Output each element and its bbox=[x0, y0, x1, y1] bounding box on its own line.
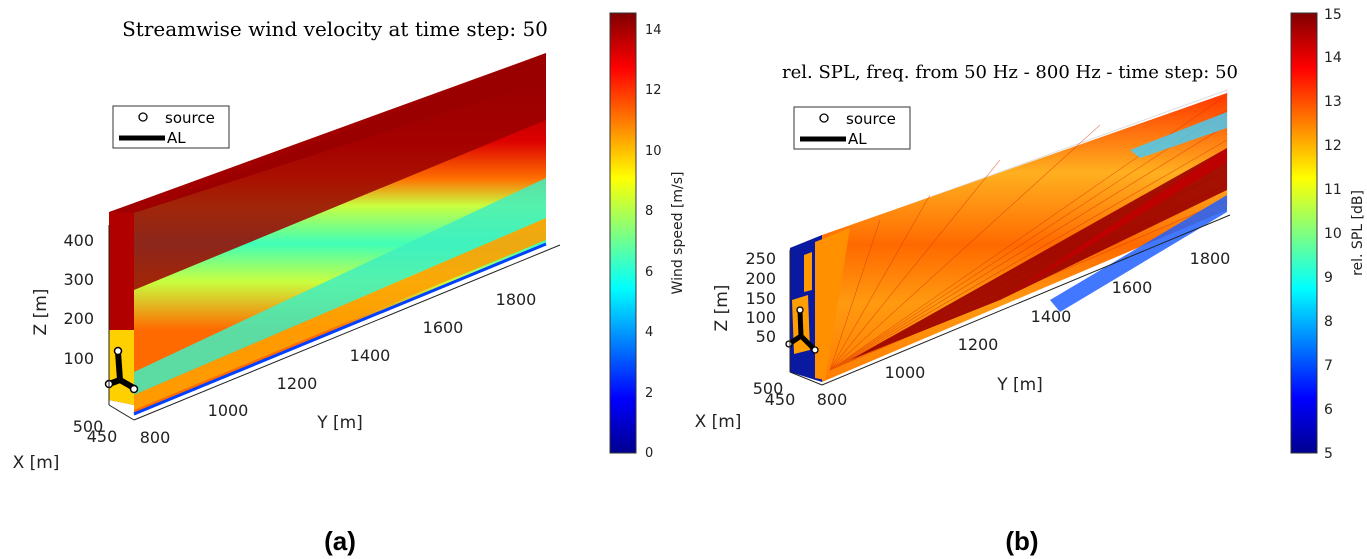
legend-source-label: source bbox=[846, 110, 896, 128]
colorbar-ticks-a: 0 2 4 6 8 10 12 14 bbox=[645, 23, 662, 461]
spl-inflow-stripe1 bbox=[804, 252, 812, 292]
y-tick-a: 1600 bbox=[423, 318, 464, 337]
cbar-tick-b: 13 bbox=[1324, 94, 1342, 110]
cbar-tick-b: 9 bbox=[1324, 270, 1333, 286]
wind-ground-line bbox=[133, 242, 547, 416]
y-tick-a: 800 bbox=[140, 428, 171, 447]
x-ticks-b: 450 500 bbox=[753, 379, 796, 409]
rotor-b bbox=[785, 306, 819, 354]
title-a: Streamwise wind velocity at time step: 5… bbox=[122, 17, 548, 41]
y-tick-b: 1400 bbox=[1031, 307, 1072, 326]
x-axis-a bbox=[108, 404, 135, 421]
cbar-tick-a: 0 bbox=[645, 446, 653, 461]
cbar-tick-a: 10 bbox=[645, 144, 662, 159]
caption-a: (a) bbox=[324, 526, 356, 556]
title-b: rel. SPL, freq. from 50 Hz - 800 Hz - ti… bbox=[782, 62, 1238, 83]
colorbar-label-b: rel. SPL [dB] bbox=[1350, 190, 1366, 276]
y-label-a: Y [m] bbox=[316, 413, 363, 433]
spl-dark-wedge bbox=[850, 148, 1227, 360]
y-ticks-a: 800 1000 1200 1400 1600 1800 bbox=[140, 290, 537, 447]
legend-a: source AL bbox=[112, 105, 230, 149]
y-tick-a: 1800 bbox=[496, 290, 537, 309]
legend-al-label: AL bbox=[848, 130, 867, 148]
spl-cyan-top bbox=[1130, 112, 1227, 158]
x-tick-a: 500 bbox=[73, 417, 104, 436]
cbar-tick-b: 6 bbox=[1324, 402, 1333, 418]
x-axis-b bbox=[789, 371, 823, 386]
y-tick-a: 1200 bbox=[277, 374, 318, 393]
y-tick-a: 1400 bbox=[350, 346, 391, 365]
y-axis-b bbox=[821, 214, 1231, 386]
colorbar-ticks-b: 5 6 7 8 9 10 11 12 13 14 15 bbox=[1324, 7, 1342, 462]
colorbar-b bbox=[1290, 12, 1318, 454]
wind-upper-band bbox=[134, 53, 546, 290]
y-tick-a: 1000 bbox=[208, 401, 249, 420]
cbar-tick-b: 15 bbox=[1324, 7, 1342, 23]
z-tick-a: 200 bbox=[63, 309, 94, 328]
cbar-tick-a: 4 bbox=[645, 325, 653, 340]
cbar-tick-b: 7 bbox=[1324, 358, 1333, 374]
legend-b: source AL bbox=[793, 106, 911, 150]
z-label-b: Z [m] bbox=[712, 285, 732, 332]
x-label-b: X [m] bbox=[695, 412, 742, 432]
y-tick-b: 800 bbox=[817, 390, 848, 409]
caption-b: (b) bbox=[1005, 526, 1038, 556]
z-tick-a: 100 bbox=[63, 349, 94, 368]
colorbar-a bbox=[609, 12, 637, 454]
y-tick-b: 1200 bbox=[958, 335, 999, 354]
wind-core-band bbox=[134, 178, 546, 395]
z-tick-b: 150 bbox=[745, 289, 776, 308]
z-tick-b: 50 bbox=[756, 327, 776, 346]
x-tick-b: 500 bbox=[753, 379, 784, 398]
z-tick-b: 100 bbox=[745, 308, 776, 327]
cbar-tick-b: 11 bbox=[1324, 182, 1342, 198]
cbar-tick-a: 2 bbox=[645, 386, 653, 401]
rotor-a bbox=[104, 346, 139, 394]
y-ticks-b: 800 1000 1200 1400 1600 1800 bbox=[817, 249, 1231, 409]
x-label-a: X [m] bbox=[13, 453, 60, 473]
z-tick-a: 300 bbox=[63, 270, 94, 289]
z-tick-a: 400 bbox=[63, 231, 94, 250]
y-label-b: Y [m] bbox=[996, 375, 1043, 395]
spl-front-wedge bbox=[815, 228, 850, 380]
y-tick-b: 1800 bbox=[1190, 249, 1231, 268]
x-tick-a: 450 bbox=[87, 427, 118, 446]
y-tick-b: 1600 bbox=[1112, 278, 1153, 297]
cbar-tick-a: 8 bbox=[645, 204, 653, 219]
legend-source-marker bbox=[819, 113, 829, 123]
y-axis-a bbox=[133, 244, 561, 421]
legend-source-label: source bbox=[165, 109, 215, 127]
z-tick-b: 200 bbox=[745, 269, 776, 288]
cbar-tick-b: 12 bbox=[1324, 138, 1342, 154]
cbar-tick-b: 5 bbox=[1324, 446, 1333, 462]
cbar-tick-a: 6 bbox=[645, 265, 653, 280]
cbar-tick-b: 14 bbox=[1324, 50, 1342, 66]
panel-a: Streamwise wind velocity at time step: 5… bbox=[13, 12, 686, 556]
wind-ground-band bbox=[134, 218, 546, 410]
z-tick-b: 250 bbox=[745, 249, 776, 268]
z-ticks-b: 50 100 150 200 250 bbox=[745, 249, 776, 346]
cbar-tick-a: 14 bbox=[645, 23, 662, 38]
z-ticks-a: 100 200 300 400 bbox=[63, 231, 94, 368]
colorbar-label-a: Wind speed [m/s] bbox=[670, 172, 686, 295]
cbar-tick-b: 10 bbox=[1324, 226, 1342, 242]
cbar-tick-b: 8 bbox=[1324, 314, 1333, 330]
cbar-tick-a: 12 bbox=[645, 83, 662, 98]
x-tick-b: 450 bbox=[765, 390, 796, 409]
legend-source-marker bbox=[138, 112, 148, 122]
y-tick-b: 1000 bbox=[885, 363, 926, 382]
z-label-a: Z [m] bbox=[31, 289, 51, 336]
spl-dark-wedge-inner bbox=[1000, 148, 1227, 300]
panel-b: rel. SPL, freq. from 50 Hz - 800 Hz - ti… bbox=[695, 7, 1366, 556]
x-ticks-a: 450 500 bbox=[73, 417, 118, 446]
legend-al-label: AL bbox=[167, 129, 186, 147]
